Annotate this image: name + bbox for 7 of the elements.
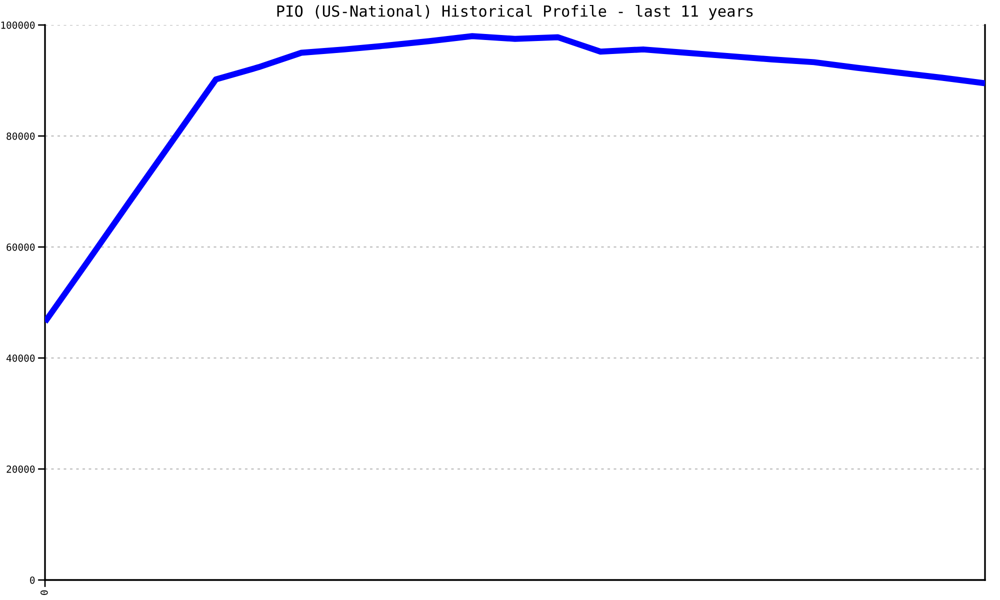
y-tick-label: 80000 (6, 132, 35, 140)
y-tick-label: 0 (30, 576, 35, 584)
chart-title: PIO (US-National) Historical Profile - last 11 years (277, 4, 753, 20)
y-tick-label: 60000 (6, 244, 35, 251)
y-tick-label: 100000 (1, 22, 35, 29)
y-tick-label: 40000 (6, 354, 35, 362)
y-tick-label: 20000 (6, 466, 35, 473)
